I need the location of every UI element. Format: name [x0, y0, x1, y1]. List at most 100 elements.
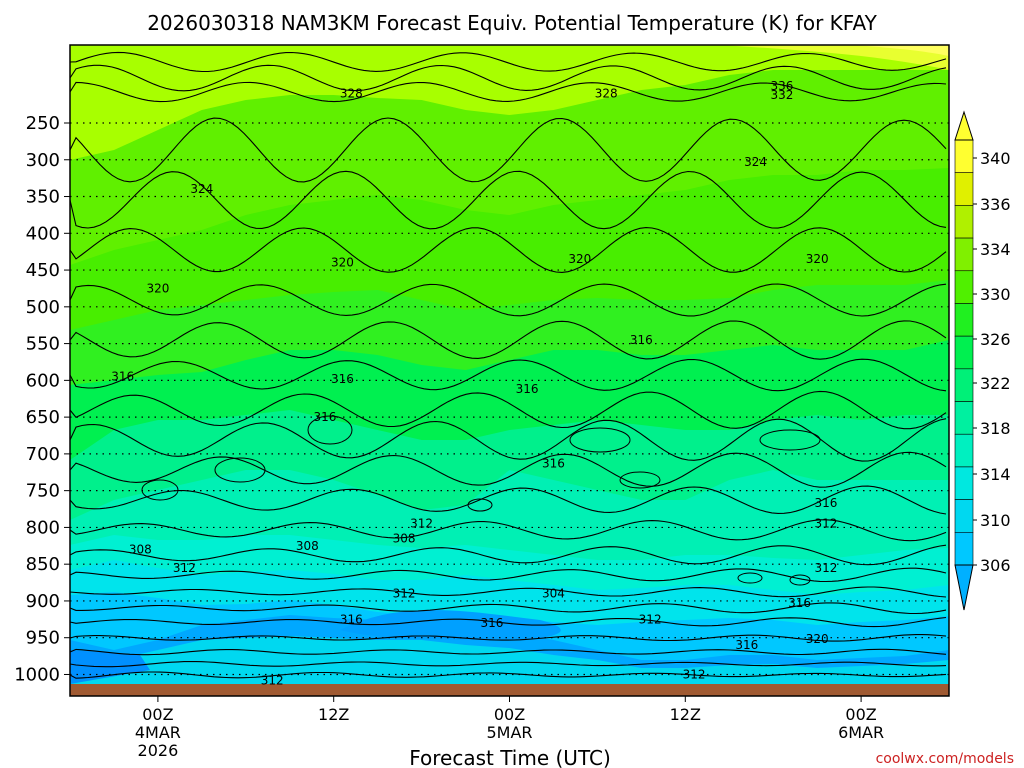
contour-line: [69, 648, 947, 656]
y-tick-label: 750: [26, 481, 60, 502]
x-tick-label: 00Z: [142, 705, 173, 724]
colorbar-segment: [954, 433, 974, 468]
contour-line: [69, 634, 947, 642]
contour-line: [69, 544, 947, 566]
contour-line: [69, 320, 947, 360]
contour-label: 332: [771, 88, 794, 102]
contour-label-group: 316: [313, 410, 336, 424]
colorbar-segment: [954, 270, 974, 304]
contour-label-group: 328: [340, 87, 363, 101]
colorbar-segment: [954, 499, 974, 533]
contour-label: 308: [393, 531, 416, 545]
contour-label: 328: [340, 87, 363, 101]
contour-label: 316: [788, 596, 811, 610]
contour-label-group: 316: [111, 370, 134, 384]
contour-label: 308: [296, 539, 319, 553]
contour-label-group: 304: [542, 587, 565, 601]
contour-label-group: 316: [630, 333, 653, 347]
contour-loop: [467, 498, 493, 512]
contour-line: [69, 661, 947, 668]
y-tick-label: 450: [26, 260, 60, 281]
colorbar-segment: [954, 466, 974, 500]
color-band: [70, 636, 949, 696]
colorbar-segment: [954, 532, 974, 566]
color-band-max: [850, 45, 949, 56]
contour-label-group: 332: [771, 88, 794, 102]
colorbar-segment: [954, 172, 974, 206]
colorbar-tick-label: 318: [980, 419, 1011, 438]
contour-label: 316: [735, 638, 758, 652]
contour-loop: [619, 471, 661, 489]
x-tick-label: 12Z: [318, 705, 349, 724]
contour-line: [69, 170, 947, 230]
contour-label-group: 324: [744, 155, 767, 169]
ground-strip: [70, 684, 949, 696]
y-tick-label: 600: [26, 370, 60, 391]
contour-label-group: 316: [735, 638, 758, 652]
contour-label-group: 320: [806, 632, 829, 646]
contour-line: [69, 64, 947, 92]
contour-label: 304: [542, 587, 565, 601]
contour-line: [69, 390, 947, 430]
contour-label: 312: [173, 561, 196, 575]
contour-label-group: 308: [129, 542, 152, 556]
contour-line: [69, 485, 947, 515]
colorbar-tick-label: 310: [980, 511, 1011, 530]
contour-label: 316: [516, 382, 539, 396]
contour-label: 312: [683, 667, 706, 681]
contour-loop: [141, 479, 179, 501]
contour-label: 312: [261, 673, 284, 687]
contour-label-group: 316: [340, 612, 363, 626]
contour-label-group: 328: [595, 87, 618, 101]
y-axis-ticks: 250 300 350 400 450 500 550 600 650 700 750 800 850 9…: [14, 113, 70, 685]
contour-line: [69, 227, 947, 273]
contour-label: 312: [814, 517, 837, 531]
y-tick-label: 400: [26, 223, 60, 244]
contour-line: [69, 81, 947, 103]
contour-lines: [69, 51, 947, 679]
contour-line: [69, 117, 947, 183]
contour-label-group: 312: [261, 673, 284, 687]
contour-loop: [737, 572, 763, 584]
y-tick-label: 500: [26, 297, 60, 318]
contour-label-group: 320: [806, 252, 829, 266]
colorbar-tick-label: 330: [980, 285, 1011, 304]
contour-loop: [759, 429, 821, 451]
contour-line: [69, 616, 947, 628]
x-tick-label: 6MAR: [838, 723, 884, 742]
contour-label: 312: [410, 517, 433, 531]
contour-label: 316: [340, 612, 363, 626]
contour-line: [69, 283, 947, 317]
contour-label: 316: [630, 333, 653, 347]
x-tick-label: 00Z: [494, 705, 525, 724]
contour-label: 312: [639, 612, 662, 626]
contour-line: [69, 451, 947, 488]
contour-line: [69, 418, 947, 462]
colorbar-tick-label: 326: [980, 330, 1011, 349]
contour-line: [69, 671, 947, 679]
contour-loop: [307, 415, 353, 445]
colorbar-segment: [954, 401, 974, 435]
colorbar-tick-label: 340: [980, 149, 1011, 168]
contour-label: 320: [146, 281, 169, 295]
y-tick-label: 650: [26, 407, 60, 428]
contour-label: 336: [771, 79, 794, 93]
contour-line: [69, 567, 947, 583]
color-band-high: [720, 45, 949, 70]
colorbar-segment: [954, 368, 974, 402]
contour-loop: [789, 574, 811, 586]
y-tick-label: 850: [26, 554, 60, 575]
x-axis-label: Forecast Time (UTC): [409, 746, 611, 768]
contour-label: 320: [806, 632, 829, 646]
contour-label-group: 316: [542, 456, 565, 470]
contour-label: 320: [331, 256, 354, 270]
x-tick-label: 12Z: [670, 705, 701, 724]
contour-label: 316: [542, 456, 565, 470]
colorbar-tick-label: 314: [980, 465, 1011, 484]
contour-line: [69, 602, 947, 615]
contour-label-group: 312: [814, 517, 837, 531]
contour-line: [69, 358, 947, 392]
contour-label-group: 308: [296, 539, 319, 553]
